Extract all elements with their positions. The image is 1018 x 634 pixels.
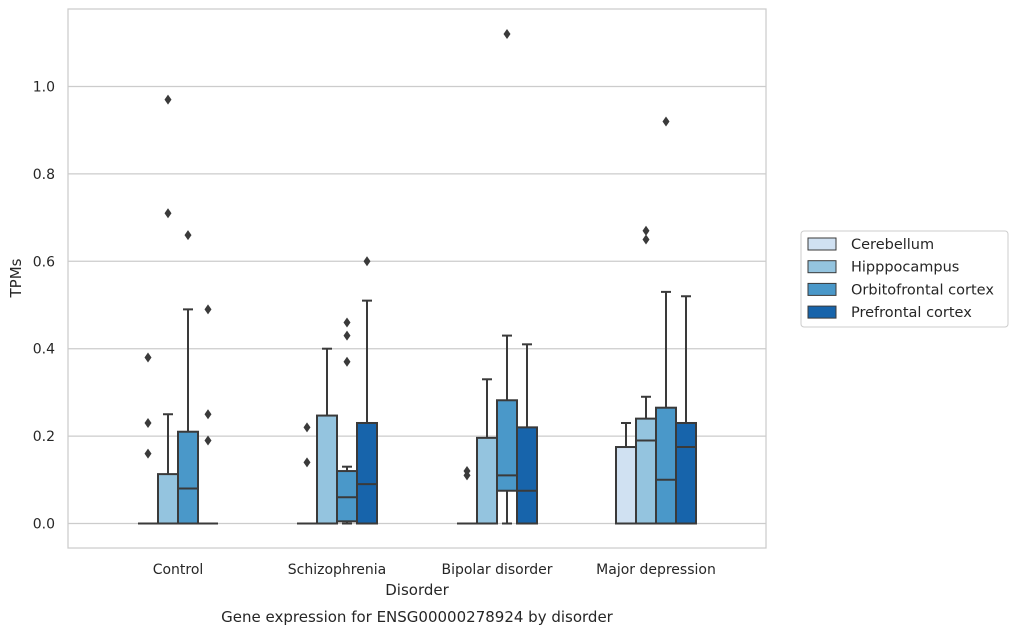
legend-swatch [807, 305, 837, 319]
outlier-point [363, 256, 371, 267]
legend-label: Hipppocampus [851, 260, 959, 276]
outlier-point [503, 29, 511, 40]
x-tick-label: Bipolar disorder [441, 562, 552, 578]
outlier-point [343, 356, 351, 367]
x-tick-label: Control [153, 562, 204, 578]
legend-label: Cerebellum [851, 237, 934, 253]
box-orbitofrontal-cortex [496, 29, 518, 525]
y-tick-label: 0.8 [33, 167, 55, 183]
outlier-point [343, 330, 351, 341]
x-axis-ticks: Control Schizophrenia Bipolar disorder Majo… [153, 562, 716, 578]
plot-area-frame [67, 8, 767, 549]
outlier-point [144, 417, 152, 428]
outlier-point [144, 352, 152, 363]
chart-caption: Gene expression for ENSG00000278924 by d… [221, 608, 614, 626]
box-orbitofrontal-cortex [177, 230, 199, 525]
outlier-point [303, 422, 311, 433]
box-hipppocampus [476, 378, 498, 525]
box-hipppocampus [635, 225, 657, 525]
outlier-point [642, 234, 650, 245]
y-tick-label: 0.0 [33, 517, 55, 533]
outlier-point [204, 304, 212, 315]
box-body [157, 473, 179, 525]
legend-label: Prefrontal cortex [851, 305, 972, 321]
outlier-point [303, 457, 311, 468]
outlier-point [204, 435, 212, 446]
box-body [336, 470, 358, 523]
x-tick-label: Major depression [596, 562, 716, 578]
x-axis-label: Disorder [385, 581, 449, 599]
y-tick-label: 0.2 [33, 429, 55, 445]
box-body [675, 421, 697, 525]
y-axis-label: TPMs [7, 258, 25, 298]
box-hipppocampus [316, 347, 338, 525]
box-body [316, 414, 338, 525]
box-cerebellum [138, 352, 158, 525]
box-body [615, 446, 637, 525]
box-body [356, 421, 378, 525]
box-prefrontal-cortex [356, 256, 378, 525]
outlier-point [343, 317, 351, 328]
outlier-point [164, 94, 172, 105]
legend-label: Orbitofrontal cortex [851, 282, 994, 298]
legend-swatch [807, 237, 837, 251]
x-tick-label: Schizophrenia [288, 562, 386, 578]
box-hipppocampus [157, 94, 179, 525]
box-cerebellum [297, 422, 317, 525]
box-body [516, 426, 538, 525]
box-body [635, 417, 657, 525]
outlier-point [144, 448, 152, 459]
box-cerebellum [457, 466, 477, 525]
box-body [655, 406, 677, 525]
y-tick-label: 0.4 [33, 342, 55, 358]
box-body [496, 399, 518, 492]
box-prefrontal-cortex [198, 304, 218, 525]
legend-swatch [807, 282, 837, 296]
box-prefrontal-cortex [516, 343, 538, 525]
box-groups [138, 29, 697, 525]
box-body [476, 436, 498, 525]
y-axis-ticks: 0.0 0.2 0.4 0.6 0.8 1.0 [33, 80, 55, 533]
box-prefrontal-cortex [675, 295, 697, 525]
box-cerebellum [615, 421, 637, 525]
outlier-point [463, 466, 471, 477]
legend-frame [800, 230, 1009, 328]
outlier-point [204, 409, 212, 420]
y-tick-label: 1.0 [33, 80, 55, 96]
outlier-point [662, 116, 670, 127]
outlier-point [184, 230, 192, 241]
box-orbitofrontal-cortex [655, 116, 677, 525]
outlier-point [164, 208, 172, 219]
box-body [177, 430, 199, 525]
legend: Cerebellum Hipppocampus Orbitofrontal cort… [800, 230, 1009, 328]
y-tick-label: 0.6 [33, 254, 55, 270]
outlier-point [642, 225, 650, 236]
legend-swatch [807, 260, 837, 274]
